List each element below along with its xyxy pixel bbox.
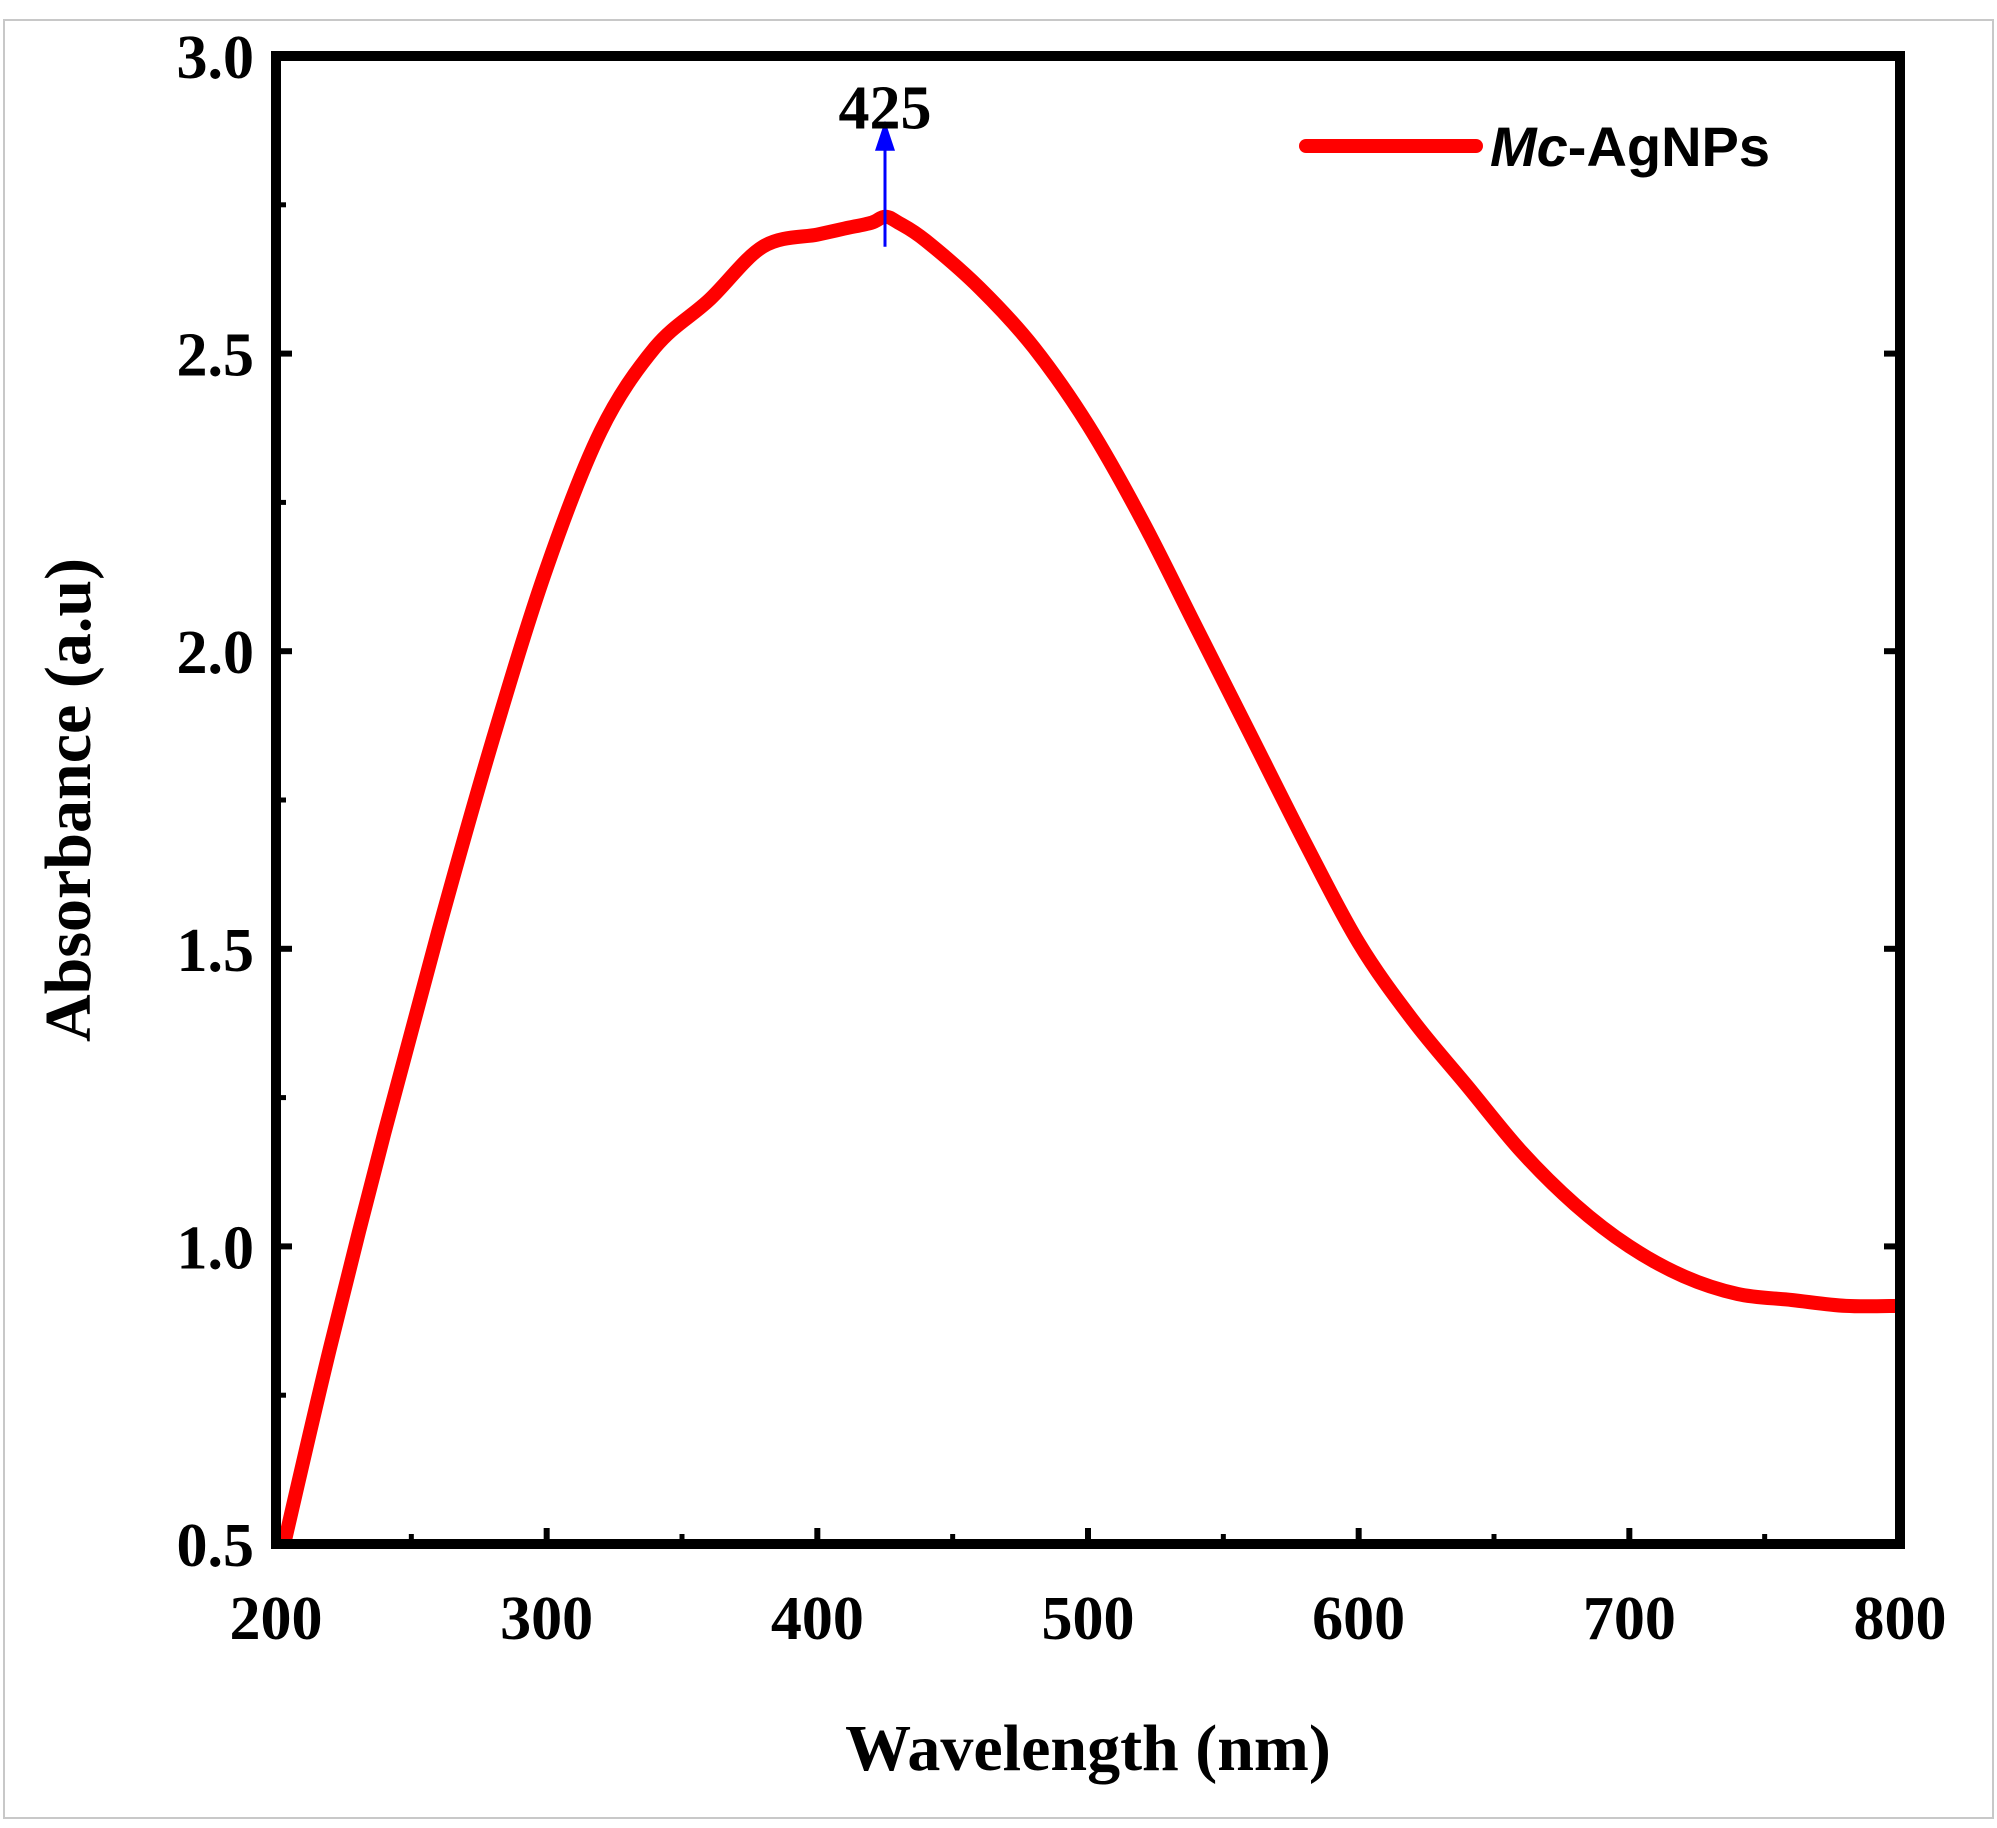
peak-label: 425 [839,75,932,143]
peak-arrow-head [875,120,895,151]
x-axis-tick-labels: 200 300 400 500 600 700 800 [230,1585,1947,1653]
figure-frame [3,19,1994,1819]
y-axis-title: Absorbance (a.u) [32,558,105,1042]
y-tick-label: 2.0 [177,619,255,687]
x-tick-label: 300 [500,1585,593,1653]
x-tick-label: 700 [1583,1585,1676,1653]
legend-label-rest: -AgNPs [1568,115,1770,178]
x-tick-label: 800 [1854,1585,1947,1653]
x-tick-label: 400 [771,1585,864,1653]
series-line-mc-agnps [277,209,1900,1544]
y-tick-label: 3.0 [177,24,255,92]
peak-annotation: 425 [839,75,932,247]
y-axis-tick-labels: 0.5 1.0 1.5 2.0 2.5 3.0 [177,24,255,1580]
y-tick-label: 2.5 [177,322,255,390]
x-tick-label: 500 [1042,1585,1135,1653]
plot-frame [271,51,1905,1549]
y-tick-label: 1.0 [177,1214,255,1282]
x-axis-title: Wavelength (nm) [845,1712,1331,1785]
legend-label-italic: Mc [1490,115,1568,178]
y-tick-label: 1.5 [177,917,255,985]
legend: Mc-AgNPs [1299,115,1770,178]
legend-label: Mc-AgNPs [1490,115,1770,178]
x-tick-label: 600 [1312,1585,1405,1653]
y-tick-label: 0.5 [177,1512,255,1580]
x-tick-label: 200 [230,1585,323,1653]
